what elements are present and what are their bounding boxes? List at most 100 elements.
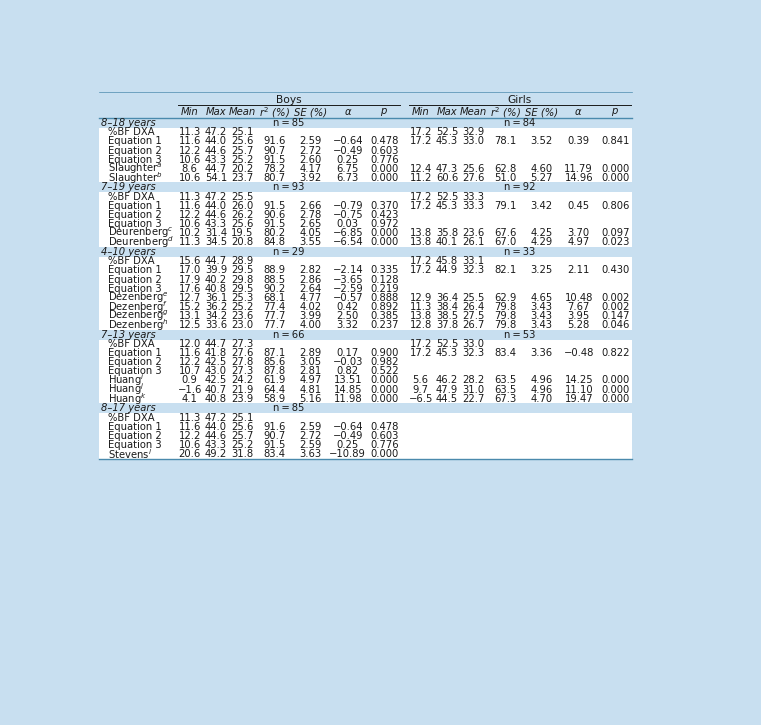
Text: 0.219: 0.219 [370,283,399,294]
Text: 17.2: 17.2 [409,257,431,266]
Text: 25.5: 25.5 [462,293,485,303]
Text: 42.5: 42.5 [205,357,227,368]
Text: 40.8: 40.8 [205,394,227,404]
Text: 3.43: 3.43 [530,320,552,330]
Text: 64.4: 64.4 [263,384,285,394]
Text: 27.6: 27.6 [462,173,485,183]
Text: 19.47: 19.47 [565,394,593,404]
Text: 5.27: 5.27 [530,173,552,183]
Text: 83.4: 83.4 [263,449,285,459]
Text: Equation 3: Equation 3 [108,219,162,229]
Text: 0.603: 0.603 [370,431,399,441]
Text: %BF DXA: %BF DXA [108,257,155,266]
Text: n = 93: n = 93 [273,182,304,192]
Text: 90.2: 90.2 [263,283,285,294]
Text: −0.64: −0.64 [333,422,363,432]
Text: Slaughter$^b$: Slaughter$^b$ [108,170,163,186]
Bar [99,376,632,385]
Text: Girls: Girls [508,95,532,104]
Text: 0.03: 0.03 [337,219,358,229]
Text: 28.2: 28.2 [462,376,485,386]
Text: %BF DXA: %BF DXA [108,413,155,423]
Bar [99,284,632,293]
Text: n = 53: n = 53 [504,330,536,339]
Text: Equation 3: Equation 3 [108,366,162,376]
Text: 11.10: 11.10 [565,384,593,394]
Text: 47.2: 47.2 [205,413,227,423]
Text: 4.1: 4.1 [182,394,198,404]
Text: 46.2: 46.2 [436,376,458,386]
Text: Equation 2: Equation 2 [108,431,162,441]
Text: 27.5: 27.5 [462,311,485,321]
Text: 15.2: 15.2 [179,302,201,312]
Text: 4.29: 4.29 [530,237,552,247]
Text: 3.25: 3.25 [530,265,552,276]
Text: 0.000: 0.000 [601,376,629,386]
Text: 44.0: 44.0 [205,201,227,211]
Text: 0.45: 0.45 [568,201,590,211]
Text: 91.5: 91.5 [263,440,285,450]
Text: 22.7: 22.7 [462,394,485,404]
Bar [99,164,632,173]
Text: 0.776: 0.776 [370,440,399,450]
Text: Mean: Mean [460,107,487,117]
Text: %BF DXA: %BF DXA [108,339,155,349]
Text: Equation 2: Equation 2 [108,275,162,285]
Text: 8.6: 8.6 [182,164,198,174]
Text: 0.000: 0.000 [370,394,398,404]
Text: 78.1: 78.1 [494,136,516,146]
Text: 32.9: 32.9 [462,128,485,137]
Text: $\alpha$: $\alpha$ [575,107,583,117]
Text: 85.6: 85.6 [263,357,285,368]
Text: 27.6: 27.6 [231,348,253,358]
Text: 11.6: 11.6 [179,348,201,358]
Text: 90.6: 90.6 [263,210,285,220]
Text: 25.2: 25.2 [231,302,253,312]
Bar [99,247,632,257]
Text: 4.60: 4.60 [530,164,552,174]
Text: 26.0: 26.0 [231,201,253,211]
Text: 63.5: 63.5 [494,376,516,386]
Bar [99,117,632,128]
Text: 0.000: 0.000 [601,164,629,174]
Text: 43.3: 43.3 [205,154,227,165]
Text: 17.2: 17.2 [409,201,431,211]
Text: Deurenberg$^d$: Deurenberg$^d$ [108,234,174,250]
Text: Equation 1: Equation 1 [108,201,162,211]
Text: 80.7: 80.7 [263,173,285,183]
Bar [99,422,632,431]
Text: 25.7: 25.7 [231,431,253,441]
Text: 40.1: 40.1 [436,237,458,247]
Text: Mean: Mean [229,107,256,117]
Text: 29.5: 29.5 [231,283,253,294]
Text: 12.5: 12.5 [179,320,201,330]
Bar [99,182,632,192]
Text: 2.86: 2.86 [299,275,322,285]
Text: 19.5: 19.5 [231,228,253,239]
Text: −2.14: −2.14 [333,265,363,276]
Text: 77.4: 77.4 [263,302,285,312]
Text: 4.77: 4.77 [299,293,322,303]
Text: 3.43: 3.43 [530,311,552,321]
Text: 2.89: 2.89 [299,348,322,358]
Text: 0.023: 0.023 [601,237,629,247]
Text: 0.900: 0.900 [370,348,399,358]
Text: 20.8: 20.8 [231,237,253,247]
Text: 0.25: 0.25 [336,154,359,165]
Text: 9.7: 9.7 [412,384,428,394]
Bar [99,137,632,146]
Text: 0.423: 0.423 [370,210,399,220]
Text: $p$: $p$ [380,107,388,118]
Text: 43.3: 43.3 [205,219,227,229]
Text: Min: Min [412,107,429,117]
Text: 51.0: 51.0 [494,173,516,183]
Text: 38.5: 38.5 [436,311,458,321]
Text: 45.3: 45.3 [436,201,458,211]
Text: 12.2: 12.2 [179,431,201,441]
Text: 0.430: 0.430 [601,265,629,276]
Text: $r^2$ (%): $r^2$ (%) [259,105,290,120]
Text: 44.6: 44.6 [205,210,227,220]
Text: n = 84: n = 84 [505,117,536,128]
Text: 25.3: 25.3 [231,293,253,303]
Text: 12.8: 12.8 [409,320,431,330]
